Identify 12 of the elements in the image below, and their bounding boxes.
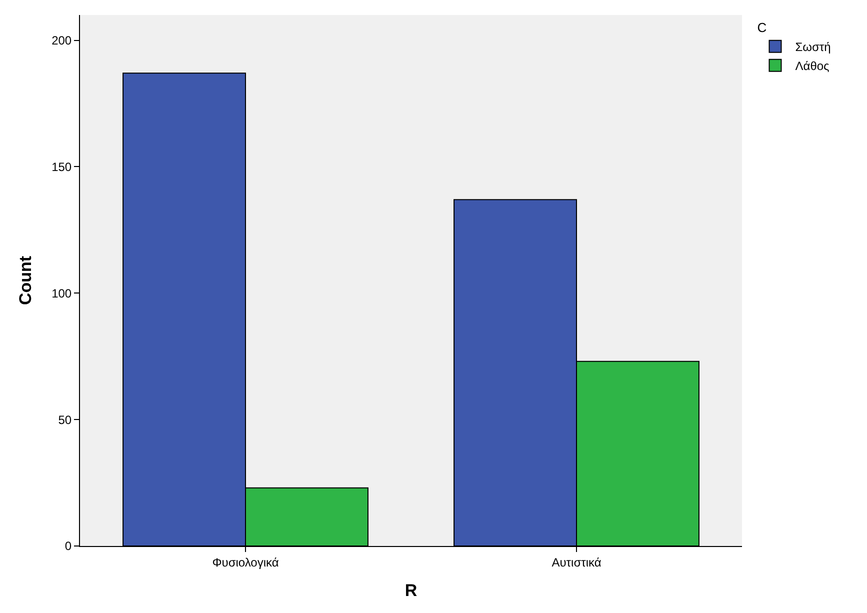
x-tick-label: Φυσιολογικά [212, 555, 279, 570]
x-tick-label: Αυτιστικά [552, 555, 602, 570]
legend-label: Λάθος [795, 59, 830, 74]
y-tick-label: 200 [52, 33, 72, 48]
y-tick-label: 100 [52, 286, 72, 300]
y-tick-label: 50 [58, 412, 72, 427]
x-axis-title: R [404, 580, 418, 600]
y-axis-title: Count [16, 256, 36, 306]
legend-title: C [757, 20, 767, 35]
y-tick-label: 150 [52, 160, 72, 174]
y-tick-label: 0 [64, 539, 72, 554]
legend-label: Σωστή [795, 40, 831, 54]
